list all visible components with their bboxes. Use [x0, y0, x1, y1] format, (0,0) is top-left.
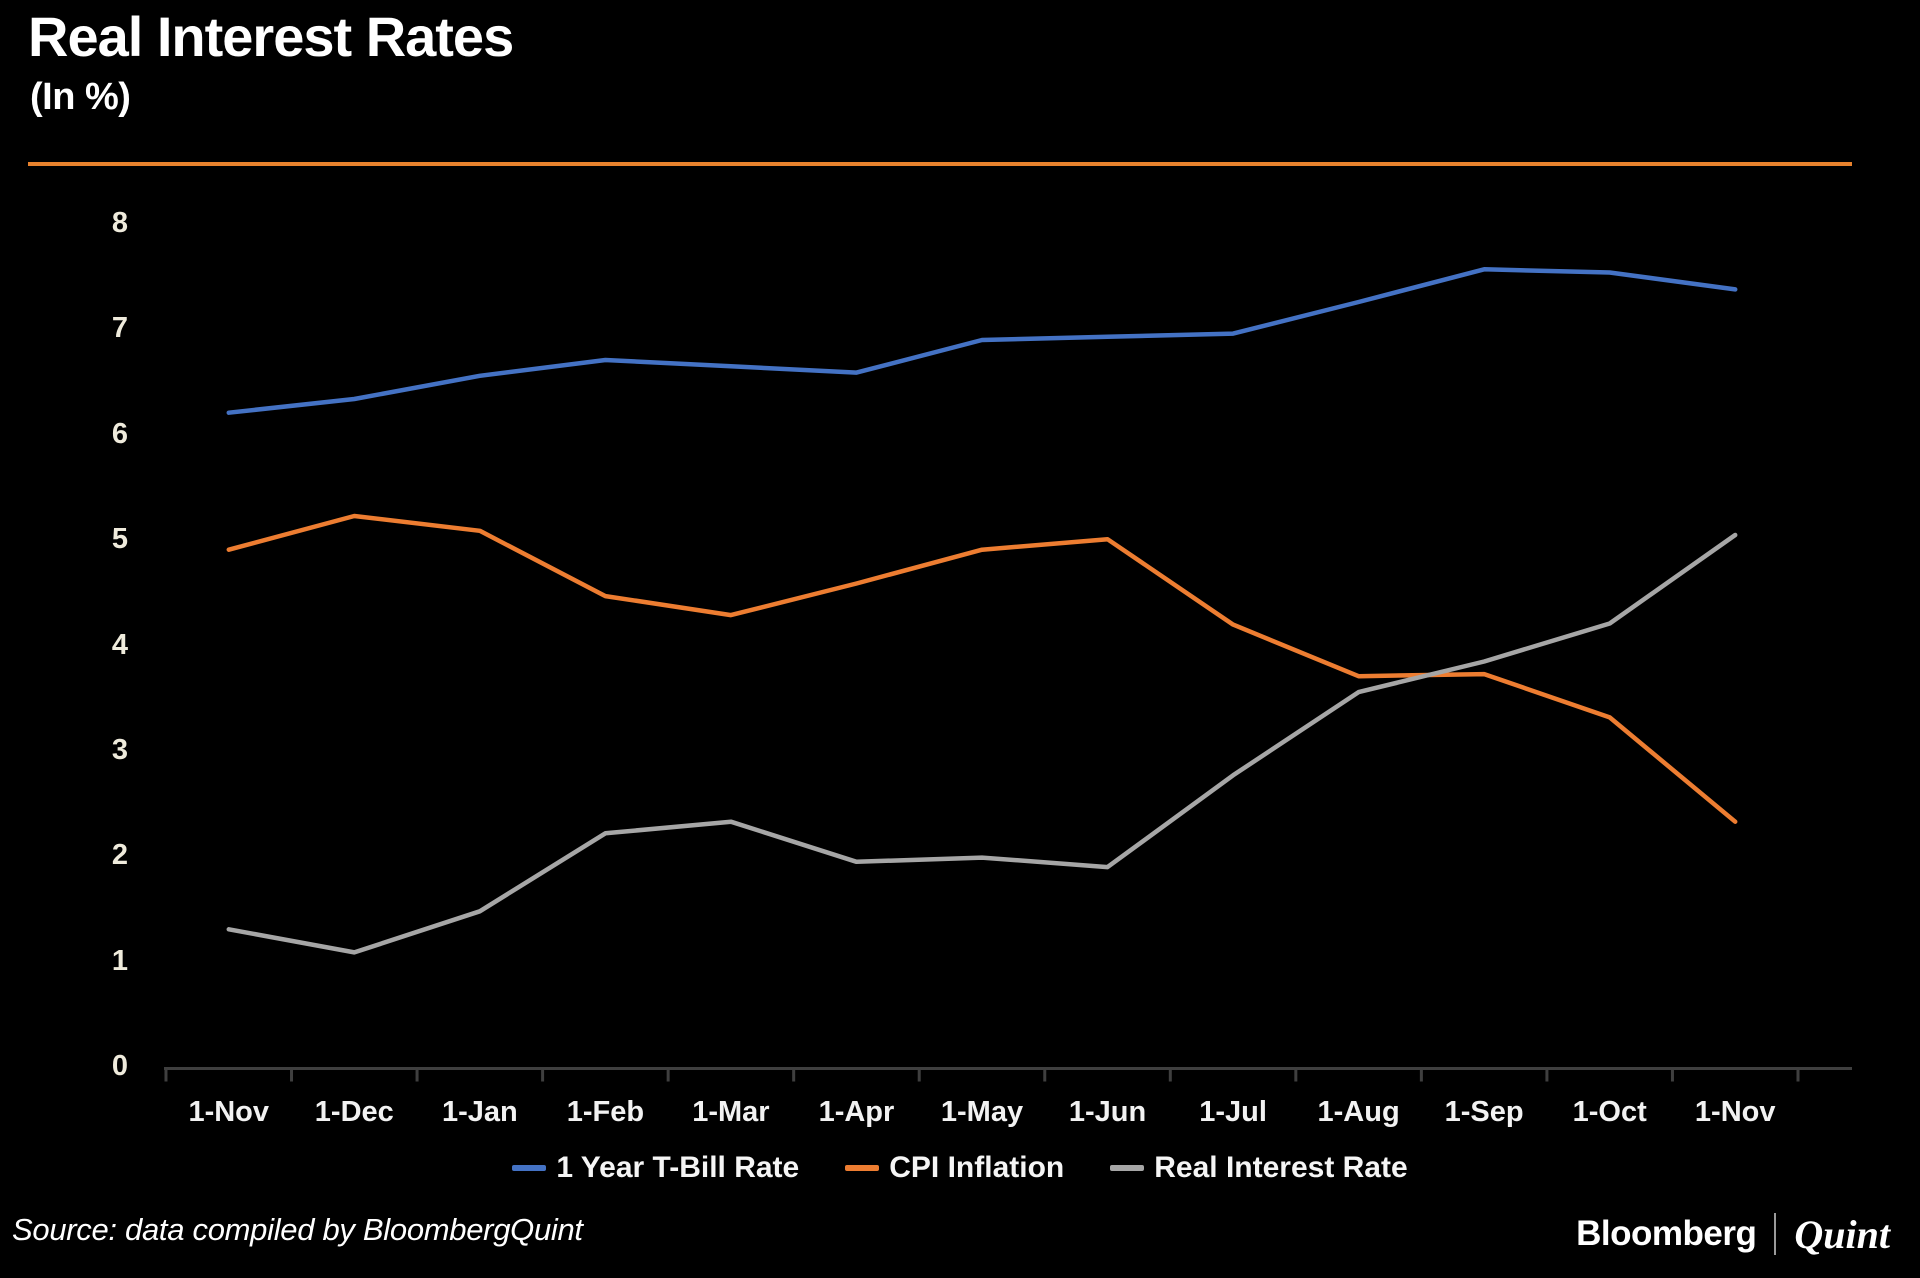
series-line-1-year-t-bill-rate — [226, 267, 1738, 415]
legend-item: Real Interest Rate — [1110, 1151, 1408, 1185]
y-axis-label: 4 — [111, 628, 128, 661]
legend-label: CPI Inflation — [889, 1151, 1065, 1184]
series-line-cpi-inflation — [226, 513, 1738, 824]
y-axis-label: 8 — [111, 206, 128, 239]
bloomberg-quint-logo: Bloomberg Quint — [1576, 1210, 1890, 1258]
x-axis-label: 1-Feb — [566, 1096, 645, 1128]
bloomberg-wordmark: Bloomberg — [1576, 1214, 1757, 1253]
x-axis-label: 1-Jun — [1068, 1096, 1147, 1128]
legend-label: 1 Year T-Bill Rate — [556, 1151, 800, 1184]
x-axis-label: 1-Nov — [1694, 1096, 1776, 1128]
y-axis-label: 2 — [111, 839, 128, 872]
legend-swatch-icon — [845, 1165, 880, 1171]
legend-item: 1 Year T-Bill Rate — [512, 1151, 799, 1185]
page-subtitle: (In %) — [30, 76, 131, 118]
y-axis-label: 0 — [111, 1050, 128, 1083]
quint-wordmark: Quint — [1794, 1211, 1890, 1257]
logo-divider — [1774, 1213, 1777, 1255]
source-note: Source: data compiled by BloombergQuint — [12, 1212, 583, 1247]
x-axis-label: 1-Apr — [818, 1096, 895, 1128]
x-axis-label: 1-Oct — [1572, 1096, 1647, 1128]
y-axis-label: 7 — [111, 312, 128, 345]
series-line-real-interest-rate — [226, 532, 1738, 955]
x-axis-label: 1-Jan — [441, 1096, 518, 1128]
x-axis-label: 1-Aug — [1317, 1096, 1400, 1128]
y-axis-label: 5 — [111, 523, 128, 556]
chart-legend: 1 Year T-Bill Rate CPI Inflation Real Inte… — [0, 1146, 1920, 1190]
y-axis-label: 6 — [111, 417, 128, 450]
page-title: Real Interest Rates — [28, 5, 514, 68]
y-axis-label: 1 — [111, 944, 128, 977]
y-axis-label: 3 — [111, 734, 128, 767]
accent-rule — [28, 162, 1852, 166]
x-axis-label: 1-Mar — [692, 1096, 770, 1128]
x-axis-label: 1-May — [940, 1096, 1024, 1128]
legend-swatch-icon — [1110, 1165, 1145, 1171]
legend-item: CPI Inflation — [845, 1151, 1064, 1185]
x-axis-label: 1-Sep — [1444, 1096, 1524, 1128]
legend-swatch-icon — [512, 1165, 547, 1171]
legend-label: Real Interest Rate — [1154, 1151, 1408, 1184]
x-axis-label: 1-Nov — [188, 1096, 270, 1128]
x-axis-label: 1-Dec — [314, 1096, 394, 1128]
x-axis-label: 1-Jul — [1199, 1096, 1267, 1128]
